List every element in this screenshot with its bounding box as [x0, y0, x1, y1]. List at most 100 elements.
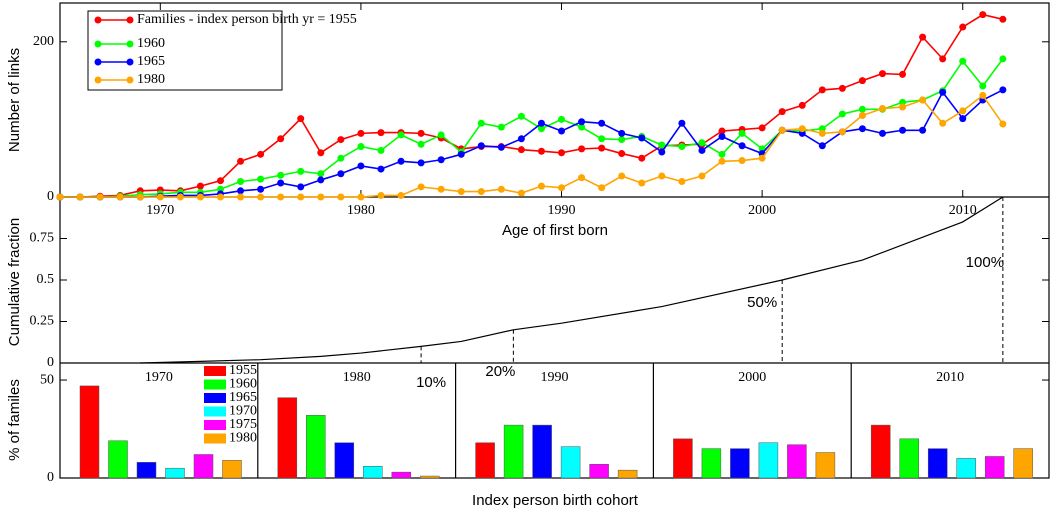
bar	[222, 460, 242, 479]
y-axis-title: % of familes	[6, 379, 23, 461]
data-point	[317, 170, 325, 178]
data-point	[638, 179, 646, 187]
bar	[560, 446, 581, 479]
y-tick-label: 0.75	[30, 231, 55, 246]
data-point	[558, 184, 566, 192]
data-point	[357, 162, 365, 170]
data-point	[558, 127, 566, 135]
legend-box	[87, 10, 283, 91]
data-point	[959, 23, 967, 31]
data-point	[357, 193, 365, 201]
bar	[589, 464, 609, 479]
data-point	[337, 193, 345, 201]
y-tick-label: 0	[47, 355, 54, 370]
x-tick-label: 2000	[748, 203, 776, 218]
data-point	[558, 115, 566, 123]
data-point	[417, 159, 425, 167]
bar	[956, 458, 976, 479]
data-point	[517, 146, 525, 154]
data-point	[738, 142, 746, 150]
data-point	[939, 88, 947, 96]
data-point	[598, 184, 606, 192]
data-point	[678, 143, 686, 151]
annotation-label: 20%	[485, 363, 515, 380]
bar	[503, 424, 524, 479]
data-point	[798, 101, 806, 109]
legend-swatch	[204, 420, 226, 430]
y-tick-label: 0.25	[30, 314, 55, 329]
data-point	[517, 112, 525, 120]
data-point	[537, 147, 545, 155]
legend-swatch	[126, 76, 134, 84]
data-point	[858, 105, 866, 113]
data-point	[317, 193, 325, 201]
data-point	[999, 120, 1007, 128]
data-point	[878, 105, 886, 113]
data-point	[598, 144, 606, 152]
data-point	[237, 193, 245, 201]
data-point	[437, 156, 445, 164]
data-point	[678, 177, 686, 185]
data-point	[377, 191, 385, 199]
data-point	[76, 193, 84, 201]
data-point	[658, 172, 666, 180]
data-point	[578, 118, 586, 126]
data-point	[798, 125, 806, 133]
data-point	[858, 125, 866, 133]
bar	[701, 448, 722, 479]
series-line	[140, 196, 1004, 364]
data-point	[156, 193, 164, 201]
data-point	[437, 185, 445, 193]
data-point	[357, 143, 365, 151]
data-point	[297, 167, 305, 175]
data-point	[237, 157, 245, 165]
group-label: 2010	[936, 370, 964, 385]
data-point	[578, 123, 586, 131]
data-point	[517, 135, 525, 143]
y-tick-label: 0	[47, 470, 54, 485]
bar	[420, 475, 440, 479]
data-point	[698, 146, 706, 154]
data-point	[738, 157, 746, 165]
data-point	[858, 77, 866, 85]
bar	[363, 465, 383, 479]
data-point	[277, 179, 285, 187]
data-point	[818, 129, 826, 137]
data-point	[598, 135, 606, 143]
data-point	[818, 142, 826, 150]
data-point	[618, 136, 626, 144]
data-point	[718, 150, 726, 158]
bar	[815, 452, 836, 479]
data-point	[377, 129, 385, 137]
data-point	[517, 189, 525, 197]
data-point	[96, 193, 104, 201]
data-point	[457, 150, 465, 158]
data-point	[297, 183, 305, 191]
bar	[79, 385, 100, 479]
data-point	[196, 193, 204, 201]
data-point	[116, 193, 124, 201]
y-tick-label: 200	[33, 34, 54, 49]
data-point	[578, 174, 586, 182]
data-point	[417, 140, 425, 148]
bar	[306, 415, 326, 479]
data-point	[477, 142, 485, 150]
y-tick-label: 50	[40, 372, 54, 387]
bar	[475, 442, 495, 479]
data-point	[658, 148, 666, 156]
data-point	[718, 157, 726, 165]
bar	[787, 444, 807, 479]
data-point	[878, 70, 886, 78]
data-point	[658, 141, 666, 149]
data-point	[497, 185, 505, 193]
bar	[730, 448, 750, 479]
data-point	[899, 126, 907, 134]
annotation-label: 10%	[416, 374, 446, 391]
x-tick-label: 1970	[146, 203, 174, 218]
bar	[927, 448, 948, 479]
x-axis-title: Index person birth cohort	[472, 492, 639, 509]
data-point	[497, 123, 505, 131]
data-point	[979, 91, 987, 99]
y-tick-label: 0.5	[37, 272, 55, 287]
